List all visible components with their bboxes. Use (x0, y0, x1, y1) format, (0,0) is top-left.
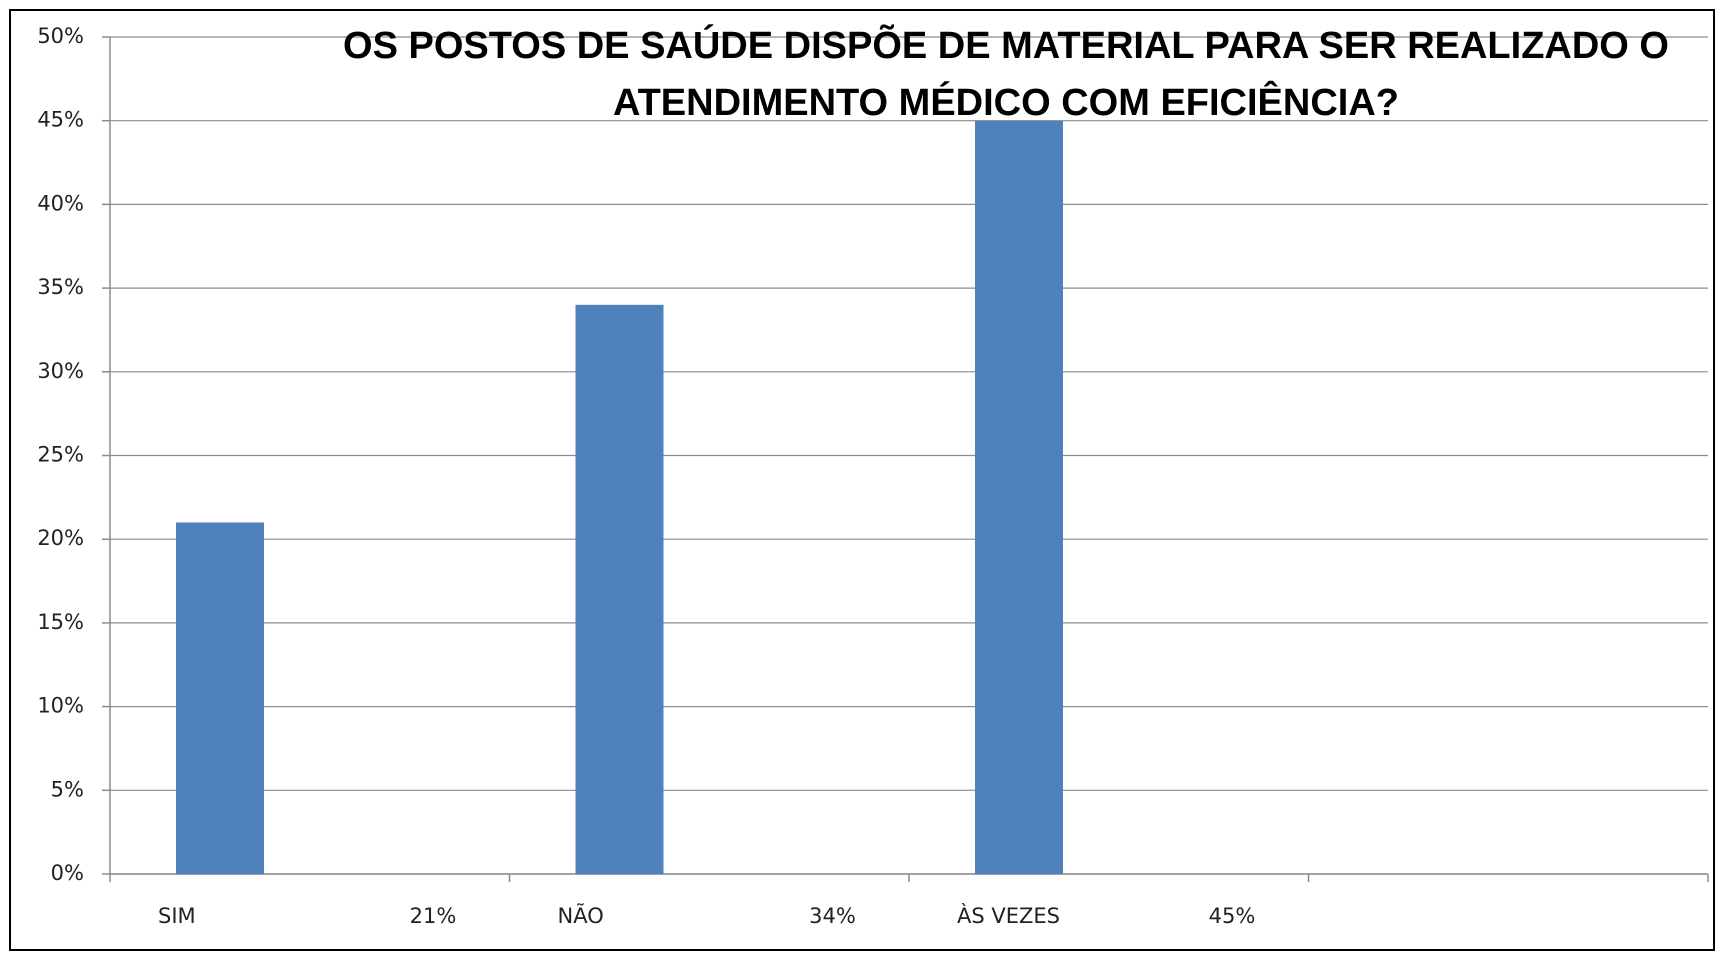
y-tick-label: 50% (37, 24, 84, 48)
chart-title: OS POSTOS DE SAÚDE DISPÕE DE MATERIAL PA… (343, 23, 1669, 67)
bar (176, 522, 264, 874)
y-tick-label: 15% (37, 610, 84, 634)
x-tick-label: ÀS VEZES (957, 903, 1060, 928)
y-tick-label: 45% (37, 108, 84, 132)
value-label: 45% (1209, 904, 1256, 928)
chart-title: ATENDIMENTO MÉDICO COM EFICIÊNCIA? (613, 80, 1399, 124)
chart-frame (9, 9, 1715, 951)
y-tick-label: 20% (37, 526, 84, 550)
y-tick-label: 0% (51, 861, 84, 885)
y-tick-label: 35% (37, 275, 84, 299)
y-tick-label: 40% (37, 191, 84, 215)
y-tick-label: 25% (37, 443, 84, 467)
bar (975, 120, 1063, 874)
x-tick-label: SIM (158, 904, 196, 928)
y-tick-label: 10% (37, 694, 84, 718)
y-tick-label: 5% (51, 777, 84, 801)
value-label: 21% (410, 904, 457, 928)
bar (575, 304, 664, 875)
y-tick-label: 30% (37, 359, 84, 383)
value-label: 34% (809, 904, 856, 928)
x-tick-label: NÃO (558, 902, 604, 928)
